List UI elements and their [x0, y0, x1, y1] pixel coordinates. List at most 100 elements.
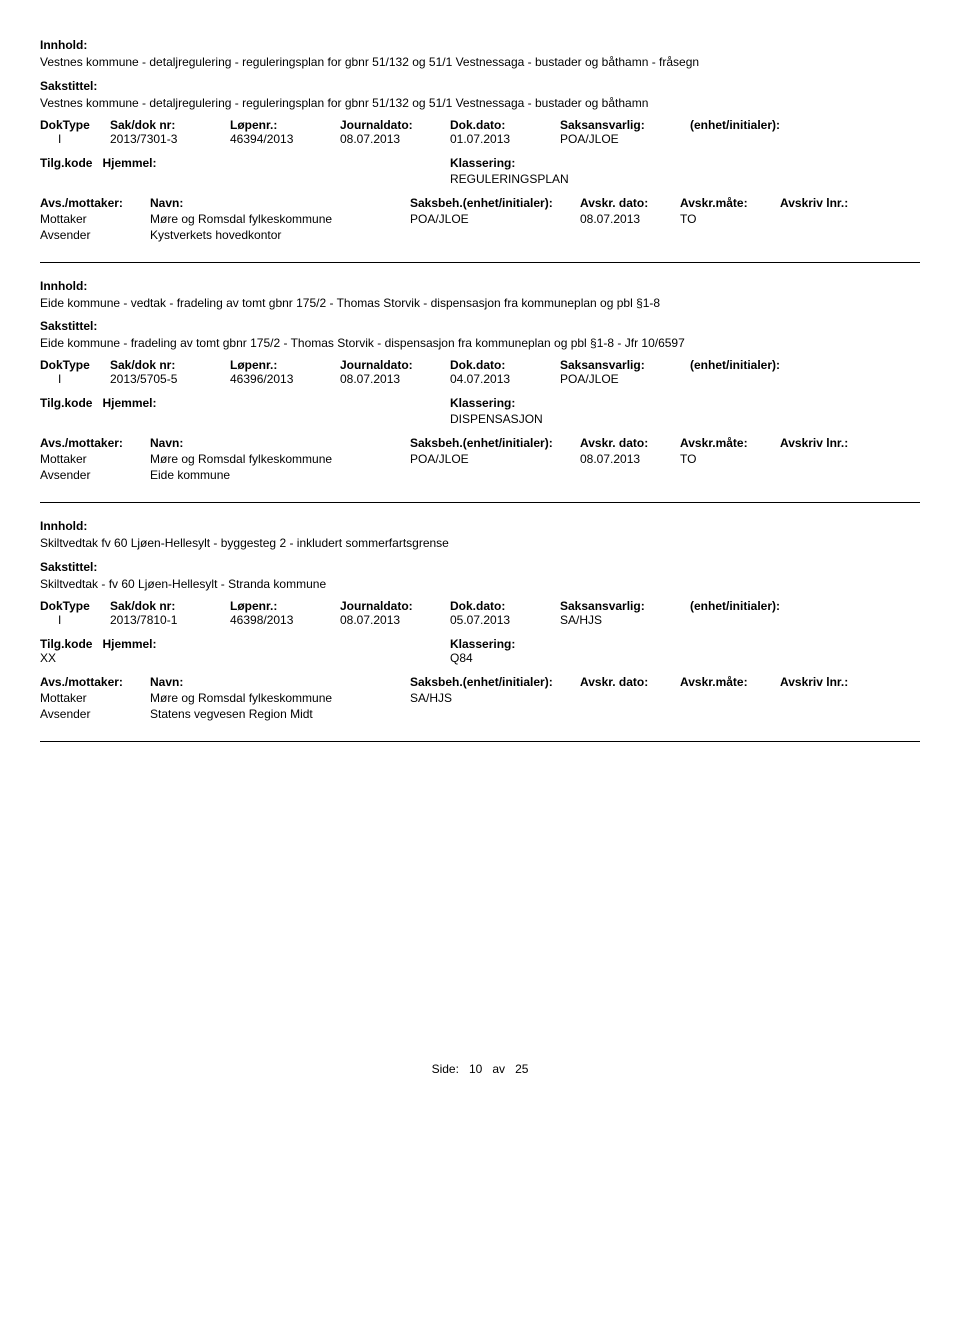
avsender-value: Statens vegvesen Region Midt: [150, 707, 920, 721]
navn-header: Navn:: [150, 675, 410, 689]
saksbeh-value: POA/JLOE: [410, 452, 580, 466]
innhold-text: Vestnes kommune - detaljregulering - reg…: [40, 54, 920, 71]
sakstittel-label: Sakstittel:: [40, 79, 920, 93]
saksansvarlig-header: Saksansvarlig:: [560, 358, 690, 372]
navn-header: Navn:: [150, 436, 410, 450]
hjemmel-label: Hjemmel:: [102, 396, 156, 410]
doktype-value: I: [40, 613, 110, 627]
meta-values: I 2013/7301-3 46394/2013 08.07.2013 01.0…: [40, 132, 920, 146]
tilgkode-label: Tilg.kode: [40, 396, 92, 410]
klassering-label: Klassering:: [450, 637, 920, 651]
innhold-label: Innhold:: [40, 38, 920, 52]
saksbeh-header: Saksbeh.(enhet/initialer):: [410, 675, 580, 689]
lopenr-header: Løpenr.:: [230, 118, 340, 132]
avskrmate-header: Avskr.måte:: [680, 436, 780, 450]
saksansvarlig-header: Saksansvarlig:: [560, 599, 690, 613]
tilgkode-value: XX: [40, 651, 450, 665]
mottaker-navn: Møre og Romsdal fylkeskommune: [150, 691, 410, 705]
avskrdato-header: Avskr. dato:: [580, 675, 680, 689]
innhold-text: Skiltvedtak fv 60 Ljøen-Hellesylt - bygg…: [40, 535, 920, 552]
doktype-value: I: [40, 132, 110, 146]
saksansvarlig-header: Saksansvarlig:: [560, 118, 690, 132]
enhet-header: (enhet/initialer):: [690, 358, 830, 372]
side-label: Side:: [432, 1062, 459, 1076]
lopenr-value: 46398/2013: [230, 613, 340, 627]
saksbeh-header: Saksbeh.(enhet/initialer):: [410, 436, 580, 450]
avsmottaker-header: Avs./mottaker:: [40, 436, 150, 450]
klassering-value: DISPENSASJON: [450, 412, 920, 426]
avsender-value: Kystverkets hovedkontor: [150, 228, 920, 242]
mottaker-row: Mottaker Møre og Romsdal fylkeskommune S…: [40, 691, 920, 705]
saksansvarlig-value: SA/HJS: [560, 613, 690, 627]
avskrdato-header: Avskr. dato:: [580, 196, 680, 210]
avsender-label: Avsender: [40, 468, 150, 482]
mottaker-navn: Møre og Romsdal fylkeskommune: [150, 212, 410, 226]
mottaker-row: Mottaker Møre og Romsdal fylkeskommune P…: [40, 212, 920, 226]
meta-values: I 2013/7810-1 46398/2013 08.07.2013 05.0…: [40, 613, 920, 627]
avskrmate-value: [680, 691, 780, 705]
avskrdato-header: Avskr. dato:: [580, 436, 680, 450]
avsmottaker-header: Avs./mottaker:: [40, 675, 150, 689]
lopenr-value: 46396/2013: [230, 372, 340, 386]
hjemmel-label: Hjemmel:: [102, 637, 156, 651]
sakdok-value: 2013/5705-5: [110, 372, 230, 386]
page-current: 10: [469, 1062, 482, 1076]
journal-record: Innhold: Vestnes kommune - detaljreguler…: [40, 38, 920, 242]
avskrivlnr-header: Avskriv lnr.:: [780, 436, 880, 450]
avsender-label: Avsender: [40, 228, 150, 242]
innhold-text: Eide kommune - vedtak - fradeling av tom…: [40, 295, 920, 312]
sakdok-header: Sak/dok nr:: [110, 118, 230, 132]
avskrivlnr-value: [780, 452, 880, 466]
journaldato-header: Journaldato:: [340, 118, 450, 132]
enhet-header: (enhet/initialer):: [690, 599, 830, 613]
tilgkode-label: Tilg.kode: [40, 156, 92, 170]
avskrmate-header: Avskr.måte:: [680, 675, 780, 689]
journal-record: Innhold: Eide kommune - vedtak - fradeli…: [40, 279, 920, 483]
enhet-value: [690, 613, 830, 627]
avskrivlnr-value: [780, 212, 880, 226]
avsender-value: Eide kommune: [150, 468, 920, 482]
avskrdato-value: 08.07.2013: [580, 212, 680, 226]
klassering-value: Q84: [450, 651, 920, 665]
avskrivlnr-value: [780, 691, 880, 705]
klassering-label: Klassering:: [450, 396, 920, 410]
hjemmel-label: Hjemmel:: [102, 156, 156, 170]
tilgkode-label: Tilg.kode: [40, 637, 92, 651]
meta-headers: DokType Sak/dok nr: Løpenr.: Journaldato…: [40, 599, 920, 613]
journaldato-value: 08.07.2013: [340, 372, 450, 386]
dokdato-value: 01.07.2013: [450, 132, 560, 146]
avsender-row: Avsender Statens vegvesen Region Midt: [40, 707, 920, 721]
journaldato-header: Journaldato:: [340, 599, 450, 613]
dokdato-value: 04.07.2013: [450, 372, 560, 386]
journal-record: Innhold: Skiltvedtak fv 60 Ljøen-Hellesy…: [40, 519, 920, 721]
sakstittel-text: Skiltvedtak - fv 60 Ljøen-Hellesylt - St…: [40, 576, 920, 593]
sakstittel-label: Sakstittel:: [40, 319, 920, 333]
journaldato-value: 08.07.2013: [340, 613, 450, 627]
doktype-header: DokType: [40, 599, 110, 613]
dokdato-header: Dok.dato:: [450, 358, 560, 372]
doktype-header: DokType: [40, 118, 110, 132]
navn-header: Navn:: [150, 196, 410, 210]
tilg-klass-values: XX Q84: [40, 651, 920, 665]
saksbeh-value: POA/JLOE: [410, 212, 580, 226]
avskrdato-value: 08.07.2013: [580, 452, 680, 466]
lopenr-header: Løpenr.:: [230, 358, 340, 372]
avsender-row: Avsender Kystverkets hovedkontor: [40, 228, 920, 242]
avskrmate-header: Avskr.måte:: [680, 196, 780, 210]
klassering-label: Klassering:: [450, 156, 920, 170]
sakdok-header: Sak/dok nr:: [110, 599, 230, 613]
mottaker-label: Mottaker: [40, 452, 150, 466]
meta-values: I 2013/5705-5 46396/2013 08.07.2013 04.0…: [40, 372, 920, 386]
sakdok-value: 2013/7810-1: [110, 613, 230, 627]
tilg-klass-block: Tilg.kode Hjemmel: Klassering:: [40, 637, 920, 651]
lopenr-header: Løpenr.:: [230, 599, 340, 613]
dokdato-header: Dok.dato:: [450, 599, 560, 613]
avskrivlnr-header: Avskriv lnr.:: [780, 196, 880, 210]
enhet-value: [690, 372, 830, 386]
mottaker-label: Mottaker: [40, 212, 150, 226]
party-headers: Avs./mottaker: Navn: Saksbeh.(enhet/init…: [40, 675, 920, 689]
saksansvarlig-value: POA/JLOE: [560, 372, 690, 386]
dokdato-header: Dok.dato:: [450, 118, 560, 132]
party-headers: Avs./mottaker: Navn: Saksbeh.(enhet/init…: [40, 436, 920, 450]
sakdok-value: 2013/7301-3: [110, 132, 230, 146]
